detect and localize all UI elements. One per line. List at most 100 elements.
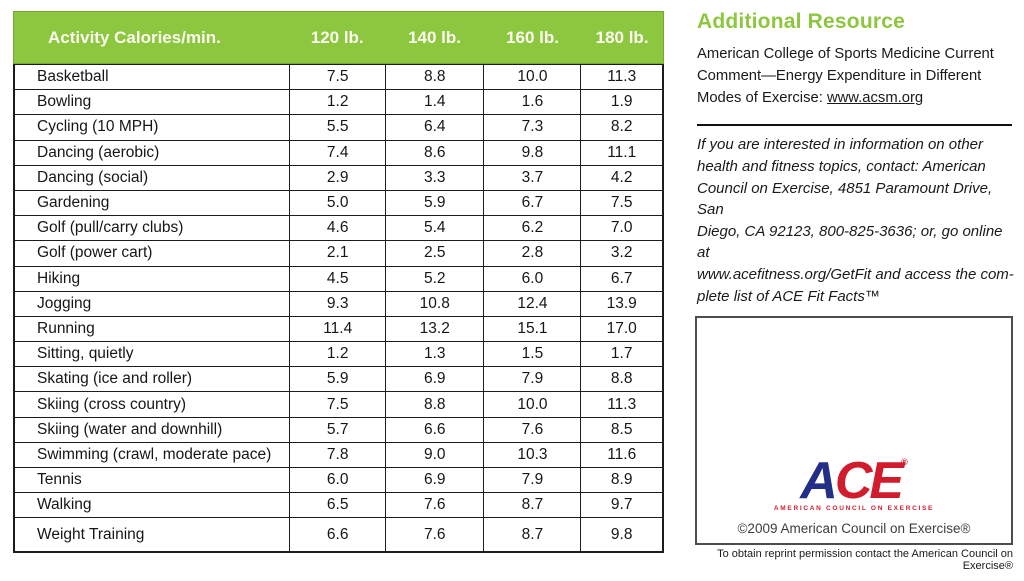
value-cell: 17.0 bbox=[580, 316, 662, 342]
resource-line-prefix: Modes of Exercise: bbox=[697, 89, 827, 106]
resource-line: American College of Sports Medicine Curr… bbox=[697, 46, 994, 63]
value-cell: 7.6 bbox=[385, 518, 483, 552]
header-160lb-label: 160 lb. bbox=[506, 27, 559, 47]
reprint-note: To obtain reprint permission contact the… bbox=[717, 548, 1013, 572]
value-cell: 6.6 bbox=[289, 518, 385, 552]
value-cell: 4.5 bbox=[289, 266, 385, 291]
contact-note-line: Council on Exercise, 4851 Paramount Driv… bbox=[697, 179, 993, 219]
value-cell: 10.0 bbox=[483, 65, 580, 90]
value-cell: 6.9 bbox=[385, 468, 483, 493]
activity-cell: Bowling bbox=[37, 93, 92, 111]
activity-cell: Walking bbox=[37, 496, 92, 514]
table-row: Cycling (10 MPH) 5.5 6.4 7.3 8.2 bbox=[15, 114, 662, 140]
additional-resource-heading: Additional Resource bbox=[697, 10, 905, 33]
value-cell: 6.4 bbox=[385, 115, 483, 140]
value-cell: 1.7 bbox=[580, 342, 662, 367]
value-cell: 5.5 bbox=[289, 115, 385, 140]
value-cell: 11.4 bbox=[289, 316, 385, 342]
calories-table: Activity Calories/min. 120 lb. 140 lb. 1… bbox=[13, 11, 664, 553]
activity-cell: Skiing (water and downhill) bbox=[37, 420, 223, 438]
ace-logo-box: ACE® AMERICAN COUNCIL ON EXERCISE ©2009 … bbox=[695, 316, 1013, 545]
logo-letter-c: C bbox=[834, 451, 873, 510]
value-cell: 1.2 bbox=[289, 342, 385, 367]
value-cell: 1.9 bbox=[580, 90, 662, 115]
resource-line: Modes of Exercise: www.acsm.org bbox=[697, 88, 1014, 110]
value-cell: 9.8 bbox=[580, 518, 662, 552]
table-row: Skiing (cross country) 7.5 8.8 10.0 11.3 bbox=[15, 391, 662, 417]
value-cell: 1.5 bbox=[483, 342, 580, 367]
activity-cell: Dancing (aerobic) bbox=[37, 143, 160, 161]
value-cell: 5.9 bbox=[289, 367, 385, 392]
table-row: Swimming (crawl, moderate pace) 7.8 9.0 … bbox=[15, 441, 662, 467]
table-row: Gardening 5.0 5.9 6.7 7.5 bbox=[15, 189, 662, 216]
value-cell: 9.0 bbox=[385, 442, 483, 467]
value-cell: 7.6 bbox=[385, 493, 483, 518]
value-cell: 6.7 bbox=[580, 266, 662, 291]
value-cell: 4.6 bbox=[289, 216, 385, 241]
value-cell: 2.8 bbox=[483, 241, 580, 266]
value-cell: 8.8 bbox=[385, 392, 483, 417]
registered-mark-icon: ® bbox=[901, 456, 908, 467]
activity-cell: Jogging bbox=[37, 294, 92, 312]
value-cell: 1.3 bbox=[385, 342, 483, 367]
table-row: Dancing (aerobic) 7.4 8.6 9.8 11.1 bbox=[15, 139, 662, 165]
value-cell: 11.3 bbox=[580, 392, 662, 417]
value-cell: 6.0 bbox=[289, 468, 385, 493]
table-row: Skating (ice and roller) 5.9 6.9 7.9 8.8 bbox=[15, 366, 662, 392]
value-cell: 6.0 bbox=[483, 266, 580, 291]
table-row: Basketball 7.5 8.8 10.0 11.3 bbox=[15, 65, 662, 90]
table-row: Sitting, quietly 1.2 1.3 1.5 1.7 bbox=[15, 341, 662, 367]
value-cell: 1.4 bbox=[385, 90, 483, 115]
table-header: Activity Calories/min. 120 lb. 140 lb. 1… bbox=[13, 11, 664, 64]
value-cell: 7.8 bbox=[289, 442, 385, 467]
value-cell: 1.6 bbox=[483, 90, 580, 115]
value-cell: 10.8 bbox=[385, 291, 483, 316]
value-cell: 7.3 bbox=[483, 115, 580, 140]
acsm-link[interactable]: www.acsm.org bbox=[826, 89, 924, 106]
value-cell: 9.8 bbox=[483, 140, 580, 165]
table-row: Hiking 4.5 5.2 6.0 6.7 bbox=[15, 265, 662, 291]
logo-letter-e: E bbox=[869, 451, 904, 510]
value-cell: 5.2 bbox=[385, 266, 483, 291]
value-cell: 10.0 bbox=[483, 392, 580, 417]
header-140lb-label: 140 lb. bbox=[408, 27, 461, 47]
header-180lb-label: 180 lb. bbox=[595, 27, 649, 47]
value-cell: 7.9 bbox=[483, 468, 580, 493]
activity-cell: Skating (ice and roller) bbox=[37, 370, 193, 388]
value-cell: 9.3 bbox=[289, 291, 385, 316]
value-cell: 6.9 bbox=[385, 367, 483, 392]
activity-cell: Weight Training bbox=[37, 525, 145, 543]
value-cell: 15.1 bbox=[483, 316, 580, 342]
value-cell: 7.9 bbox=[483, 367, 580, 392]
table-row: Walking 6.5 7.6 8.7 9.7 bbox=[15, 492, 662, 518]
header-120lb-label: 120 lb. bbox=[310, 27, 364, 47]
value-cell: 4.2 bbox=[580, 165, 662, 190]
table-row: Weight Training 6.6 7.6 8.7 9.8 bbox=[15, 517, 662, 552]
value-cell: 8.7 bbox=[483, 493, 580, 518]
table-row: Bowling 1.2 1.4 1.6 1.9 bbox=[15, 89, 662, 115]
contact-note-line: www.acefitness.org/GetFit and access the… bbox=[697, 266, 1014, 284]
value-cell: 5.4 bbox=[385, 216, 483, 241]
value-cell: 8.7 bbox=[483, 518, 580, 552]
activity-cell: Gardening bbox=[37, 194, 110, 212]
value-cell: 3.7 bbox=[483, 165, 580, 190]
value-cell: 9.7 bbox=[580, 493, 662, 518]
activity-cell: Golf (pull/carry clubs) bbox=[37, 219, 184, 237]
sidebar: Additional Resource American College of … bbox=[697, 10, 1014, 307]
value-cell: 6.6 bbox=[385, 417, 483, 442]
copyright-text: ©2009 American Council on Exercise® bbox=[737, 521, 971, 536]
logo-letter-a: A bbox=[800, 451, 838, 510]
value-cell: 2.1 bbox=[289, 241, 385, 266]
value-cell: 7.4 bbox=[289, 140, 385, 165]
value-cell: 6.7 bbox=[483, 190, 580, 216]
divider-line bbox=[697, 124, 1012, 127]
table-row: Golf (power cart) 2.1 2.5 2.8 3.2 bbox=[15, 240, 662, 266]
table-row: Jogging 9.3 10.8 12.4 13.9 bbox=[15, 290, 662, 316]
contact-note-line: health and fitness topics, contact: Amer… bbox=[697, 158, 986, 176]
value-cell: 5.9 bbox=[385, 190, 483, 216]
value-cell: 2.5 bbox=[385, 241, 483, 266]
value-cell: 7.5 bbox=[289, 65, 385, 90]
value-cell: 1.2 bbox=[289, 90, 385, 115]
contact-note-line: Diego, CA 92123, 800-825-3636; or, go on… bbox=[697, 222, 1003, 262]
